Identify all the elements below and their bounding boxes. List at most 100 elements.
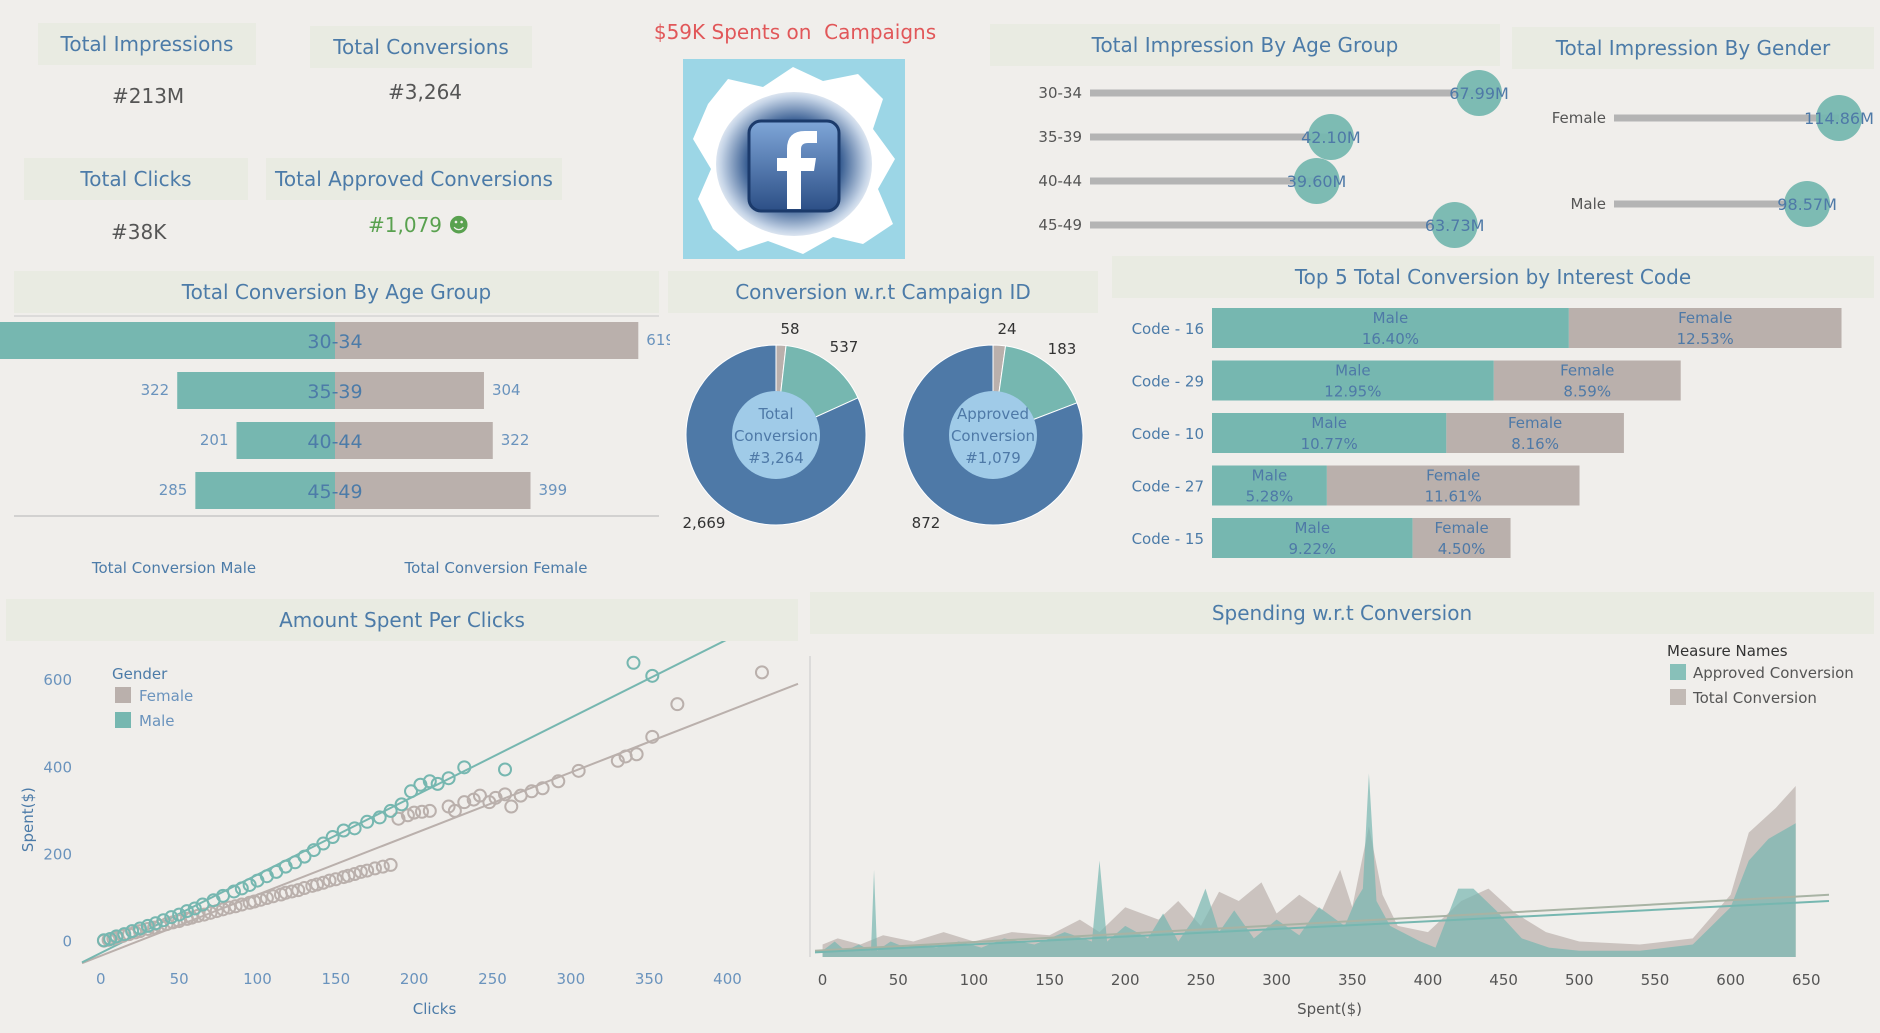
- gender-impressions-chart: Female 114.86M Male 98.57M: [1552, 95, 1874, 227]
- pie-center: [949, 391, 1037, 479]
- legend-label: Female: [139, 687, 193, 705]
- y-tick-label: 200: [43, 845, 72, 863]
- bar-male: [0, 322, 336, 359]
- scatter-point: [375, 859, 390, 874]
- scatter-point: [228, 899, 243, 914]
- female-value-label: 619: [646, 331, 670, 349]
- x-tick-label: 200: [1111, 971, 1140, 989]
- scatter-point: [383, 803, 398, 818]
- legend-label: Total Conversion: [1692, 689, 1817, 707]
- campaign-pies-title: Conversion w.r.t Campaign ID: [668, 271, 1098, 313]
- scatter-point: [447, 803, 462, 818]
- lollipop-dot: [1307, 114, 1354, 160]
- y-tick-label: 400: [43, 758, 72, 776]
- facebook-logo-image: [683, 59, 905, 259]
- female-value-label: 304: [492, 381, 521, 399]
- y-axis-title: Spent($): [19, 787, 37, 852]
- x-tick-label: 350: [635, 970, 664, 988]
- scatter-point: [498, 787, 513, 802]
- segment-name-female: Female: [1426, 467, 1480, 485]
- x-tick-label: 250: [478, 970, 507, 988]
- scatter-point: [551, 774, 566, 789]
- category-label: Female: [1552, 109, 1606, 127]
- scatter-point: [242, 877, 257, 892]
- lollipop-dot: [1456, 70, 1502, 116]
- gender-impressions-title: Total Impression By Gender: [1512, 27, 1874, 69]
- legend-label: Approved Conversion: [1693, 664, 1854, 682]
- scatter-title: Amount Spent Per Clicks: [6, 599, 798, 641]
- pie-center-label: Conversion: [951, 427, 1035, 445]
- segment-name-female: Female: [1560, 362, 1614, 380]
- scatter-point: [322, 873, 337, 888]
- scatter-point: [234, 881, 249, 896]
- scatter-point: [441, 771, 456, 786]
- code-label: Code - 10: [1132, 425, 1204, 443]
- scatter-point: [203, 905, 218, 920]
- scatter-point: [610, 753, 625, 768]
- interest-title: Top 5 Total Conversion by Interest Code: [1112, 256, 1874, 298]
- spent-title: $59K Spents on Campaigns: [653, 20, 937, 44]
- bar-female: [335, 472, 531, 509]
- legend-female: Total Conversion Female: [404, 559, 588, 577]
- x-tick-label: 100: [243, 970, 272, 988]
- bar-male: [1212, 360, 1494, 401]
- scatter-point: [310, 877, 325, 892]
- age-label: 45-49: [307, 481, 362, 503]
- x-tick-label: 0: [96, 970, 106, 988]
- x-tick-label: 300: [1262, 971, 1291, 989]
- kpi-approved-label: Total Approved Conversions: [266, 158, 562, 200]
- scatter-point: [430, 776, 445, 791]
- male-value-label: 201: [200, 431, 229, 449]
- scatter-point: [341, 868, 356, 883]
- x-tick-label: 50: [170, 970, 189, 988]
- x-tick-label: 500: [1565, 971, 1594, 989]
- bar-male: [236, 422, 335, 459]
- legend-swatch: [1670, 664, 1686, 680]
- bar-female: [1326, 465, 1580, 506]
- scatter-point: [325, 830, 340, 845]
- pie-center: [732, 391, 820, 479]
- scatter-point: [535, 781, 550, 796]
- area-series: [822, 773, 1796, 957]
- value-label: 42.10M: [1301, 128, 1361, 147]
- segment-name-male: Male: [1311, 414, 1347, 432]
- area-chart: 0 50 100 150 200 250 300 350 400 450 500 550 600 650 S…: [809, 642, 1854, 1018]
- segment-value-female: 11.61%: [1425, 488, 1482, 506]
- category-label: Male: [1570, 195, 1606, 213]
- kpi-conversions-label: Total Conversions: [310, 26, 532, 68]
- bar-male: [1212, 413, 1447, 453]
- scatter-point: [626, 655, 641, 670]
- pie-value-label: 872: [912, 514, 941, 532]
- scatter-point: [148, 916, 163, 931]
- pie-center-label: #3,264: [748, 449, 804, 467]
- bar-female: [1493, 360, 1681, 401]
- category-label: 30-34: [1038, 84, 1082, 102]
- bar-male: [177, 372, 335, 409]
- scatter-chart: 0 50 100 150 200 250 300 350 400 0 200 400 600 Clicks…: [19, 641, 799, 1018]
- pie-value-label: 2,669: [683, 514, 726, 532]
- bar-female: [335, 322, 639, 359]
- scatter-point: [367, 861, 382, 876]
- x-axis-title: Spent($): [1297, 1000, 1362, 1018]
- x-tick-label: 50: [889, 971, 908, 989]
- segment-value-male: 10.77%: [1301, 435, 1358, 453]
- kpi-clicks-value: #38K: [111, 220, 167, 244]
- scatter-point: [222, 900, 237, 915]
- scatter-point: [391, 811, 406, 826]
- y-tick-label: 0: [62, 933, 72, 951]
- x-tick-label: 250: [1187, 971, 1216, 989]
- value-label: 67.99M: [1449, 84, 1509, 103]
- bar-female: [335, 372, 484, 409]
- scatter-point: [422, 803, 437, 818]
- x-axis-title: Clicks: [413, 1000, 457, 1018]
- scatter-point: [422, 774, 437, 789]
- trend-line-approved: [814, 900, 1830, 954]
- scatter-point: [383, 857, 398, 872]
- bar-male: [1212, 465, 1327, 506]
- scatter-point: [328, 872, 343, 887]
- segment-name-female: Female: [1508, 414, 1562, 432]
- value-label: 63.73M: [1425, 216, 1485, 235]
- female-value-label: 399: [539, 481, 568, 499]
- scatter-point: [140, 918, 155, 933]
- x-tick-label: 450: [1489, 971, 1518, 989]
